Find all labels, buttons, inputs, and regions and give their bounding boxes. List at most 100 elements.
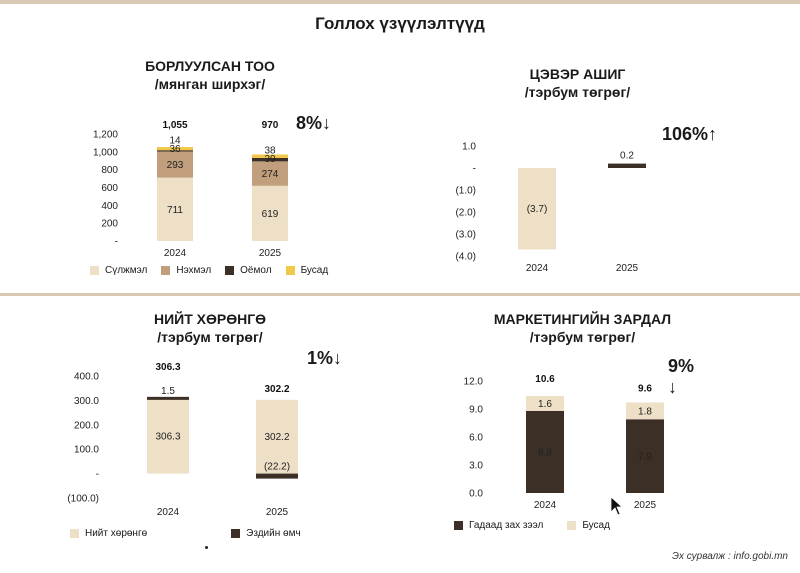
change-indicator: 8%↓ bbox=[296, 113, 332, 133]
total-label: 9.6 bbox=[638, 383, 652, 394]
chart-title-line2: /тэрбум төгрөг/ bbox=[157, 329, 263, 345]
bar-segment bbox=[157, 150, 193, 152]
bar-segment bbox=[157, 151, 193, 178]
legend-swatch bbox=[90, 266, 99, 275]
data-label: (22.2) bbox=[264, 462, 290, 473]
y-tick-label: 100.0 bbox=[74, 445, 99, 456]
change-indicator: 9% ↓ bbox=[668, 356, 695, 397]
total-label: 306.3 bbox=[155, 362, 180, 373]
page-title: Голлох үзүүлэлтүүд bbox=[315, 14, 485, 33]
chart-title-line1: ЦЭВЭР АШИГ bbox=[529, 66, 626, 82]
x-tick-label: 2025 bbox=[266, 507, 289, 518]
chart-title-line1: НИЙТ ХӨРӨНГӨ bbox=[153, 311, 267, 327]
legend-label: Нэхмэл bbox=[176, 265, 212, 276]
chart-title-assets: НИЙТ ХӨРӨНГӨ /тэрбум төгрөг/ bbox=[100, 310, 320, 346]
y-tick-label: 600 bbox=[101, 183, 118, 194]
section-divider bbox=[0, 293, 800, 296]
legend-label: Эздийн өмч bbox=[246, 528, 301, 539]
data-label: 0.2 bbox=[620, 151, 634, 162]
x-tick-label: 2024 bbox=[157, 507, 180, 518]
bar-segment bbox=[252, 185, 288, 241]
y-tick-label: - bbox=[96, 469, 99, 480]
y-tick-label: 9.0 bbox=[469, 405, 483, 416]
bar-equity bbox=[256, 473, 298, 479]
top-border bbox=[0, 0, 800, 4]
legend-item: Сүлжмэл bbox=[90, 265, 147, 276]
y-tick-label: 400 bbox=[101, 201, 118, 212]
chart-title-line2: /тэрбум төгрөг/ bbox=[529, 329, 636, 345]
bar-segment bbox=[626, 402, 664, 420]
data-label: 36 bbox=[169, 144, 181, 155]
legend-label: Оёмол bbox=[240, 265, 272, 276]
bar-total-assets bbox=[256, 399, 298, 474]
legend-label: Бусад bbox=[582, 520, 610, 531]
y-tick-label: 0.0 bbox=[469, 489, 483, 500]
data-label: 293 bbox=[167, 160, 184, 171]
legend-swatch bbox=[161, 266, 171, 275]
data-label: (3.7) bbox=[527, 204, 548, 215]
y-tick-label: (100.0) bbox=[67, 494, 99, 505]
legend-item: Бусад bbox=[567, 520, 610, 531]
legend-swatch bbox=[454, 521, 463, 530]
mouse-cursor-icon bbox=[610, 496, 624, 516]
data-label: 38 bbox=[264, 145, 276, 156]
data-label: 14 bbox=[169, 135, 181, 146]
legend-marketing: Гадаад зах зээл Бусад bbox=[454, 520, 610, 531]
data-label: 1.8 bbox=[638, 406, 652, 417]
data-label: 7.9 bbox=[638, 452, 652, 463]
legend-assets: Нийт хөрөнгө Эздийн өмч bbox=[70, 528, 301, 539]
x-tick-label: 2024 bbox=[164, 248, 187, 259]
change-indicator: 1%↓ bbox=[307, 348, 343, 368]
legend-swatch bbox=[285, 266, 295, 275]
y-tick-label: 400.0 bbox=[74, 372, 99, 383]
legend-item: Оёмол bbox=[225, 265, 272, 276]
legend-item: Гадаад зах зээл bbox=[454, 520, 543, 531]
y-tick-label: 300.0 bbox=[74, 396, 99, 407]
bar bbox=[518, 168, 556, 250]
y-tick-label: 1.0 bbox=[462, 142, 476, 153]
bar-segment bbox=[626, 419, 664, 493]
total-label: 302.2 bbox=[264, 384, 289, 395]
bar-segment bbox=[252, 161, 288, 186]
legend-label: Бусад bbox=[300, 265, 329, 276]
data-label: 274 bbox=[262, 169, 279, 180]
chart-title-line2: /тэрбум төгрөг/ bbox=[524, 84, 631, 100]
bar-segment bbox=[526, 395, 564, 411]
data-label: 1.6 bbox=[538, 399, 552, 410]
y-tick-label: 3.0 bbox=[469, 461, 483, 472]
chart-title-line1: МАРКЕТИНГИЙН ЗАРДАЛ bbox=[493, 311, 672, 327]
bar-segment bbox=[252, 157, 288, 162]
y-tick-label: - bbox=[115, 237, 118, 248]
legend-swatch bbox=[567, 521, 577, 530]
data-label: 8.8 bbox=[538, 447, 552, 458]
x-tick-label: 2025 bbox=[616, 263, 639, 274]
data-label: 711 bbox=[167, 205, 183, 216]
bar-segment bbox=[157, 177, 193, 241]
bar-equity bbox=[147, 396, 189, 400]
chart-title-marketing: МАРКЕТИНГИЙН ЗАРДАЛ /тэрбум төгрөг/ bbox=[470, 310, 695, 346]
y-tick-label: 12.0 bbox=[464, 377, 484, 388]
y-tick-label: (2.0) bbox=[455, 208, 476, 219]
legend-sales: Сүлжмэл Нэхмэл Оёмол Бусад bbox=[90, 265, 328, 276]
data-label: 619 bbox=[262, 209, 279, 220]
legend-swatch bbox=[225, 266, 235, 275]
legend-label: Нийт хөрөнгө bbox=[85, 528, 148, 539]
legend-label: Сүлжмэл bbox=[105, 265, 148, 276]
y-tick-label: (1.0) bbox=[455, 186, 476, 197]
chart-title-sales: БОРЛУУЛСАН ТОО /мянган ширхэг/ bbox=[100, 57, 320, 93]
legend-item: Эздийн өмч bbox=[231, 528, 301, 539]
bar-segment bbox=[526, 410, 564, 493]
data-label: 302.2 bbox=[264, 432, 289, 443]
y-tick-label: 800 bbox=[101, 165, 118, 176]
x-tick-label: 2025 bbox=[259, 248, 282, 259]
data-label: 1.5 bbox=[161, 386, 175, 397]
legend-item: Нэхмэл bbox=[161, 265, 211, 276]
bar-segment bbox=[157, 147, 193, 151]
bar bbox=[608, 163, 646, 168]
legend-label: Гадаад зах зээл bbox=[469, 520, 544, 531]
data-label: 39 bbox=[264, 154, 276, 165]
x-tick-label: 2024 bbox=[526, 263, 549, 274]
y-tick-label: 200.0 bbox=[74, 420, 99, 431]
